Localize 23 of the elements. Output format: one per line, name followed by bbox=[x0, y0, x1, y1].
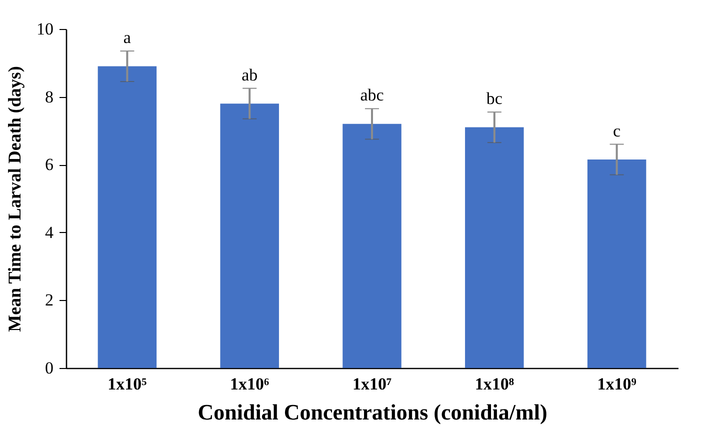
y-axis-title: Mean Time to Larval Death (days) bbox=[4, 66, 24, 332]
annotation: ab bbox=[242, 65, 258, 84]
y-tick-label: 6 bbox=[45, 155, 54, 174]
bar bbox=[220, 104, 279, 368]
x-tick-label: 1x10⁵ bbox=[108, 374, 147, 394]
x-axis-title: Conidial Concentrations (conidia/ml) bbox=[198, 400, 548, 424]
annotation: abc bbox=[360, 86, 384, 105]
y-tick-label: 4 bbox=[45, 222, 54, 242]
bar bbox=[587, 160, 646, 368]
y-tick-label: 8 bbox=[45, 87, 54, 106]
bar bbox=[342, 124, 402, 368]
bar bbox=[465, 127, 524, 368]
x-tick-label: 1x10⁶ bbox=[230, 374, 270, 394]
bar bbox=[98, 66, 157, 368]
x-tick-label: 1x10⁸ bbox=[474, 374, 514, 394]
y-tick-label: 0 bbox=[45, 358, 54, 378]
y-tick-label: 10 bbox=[36, 20, 54, 38]
annotation: c bbox=[613, 121, 622, 140]
annotation: bc bbox=[486, 89, 503, 108]
x-tick-label: 1x10⁷ bbox=[352, 374, 392, 394]
annotation: a bbox=[123, 28, 132, 48]
y-tick-label: 2 bbox=[45, 290, 54, 310]
x-tick-label: 1x10⁹ bbox=[597, 374, 636, 394]
